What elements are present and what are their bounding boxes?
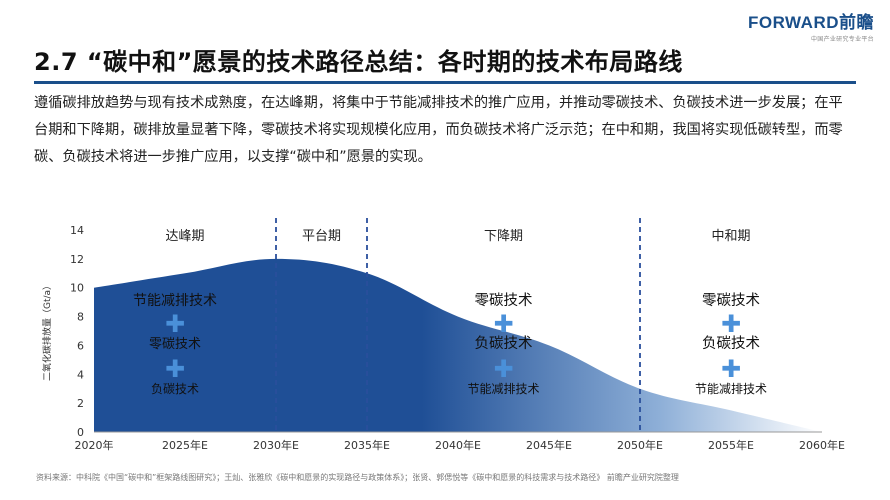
logo-subtext: 中国产业研究专业平台 bbox=[810, 36, 874, 43]
tech-label: 负碳技术 bbox=[702, 335, 760, 352]
y-tick-label: 4 bbox=[77, 368, 84, 381]
brand-logo: FORWARD前瞻 中国产业研究专业平台 bbox=[748, 8, 874, 43]
tech-label: 负碳技术 bbox=[151, 382, 199, 396]
tech-label: 零碳技术 bbox=[702, 292, 760, 309]
tech-label: 零碳技术 bbox=[149, 337, 201, 352]
plus-icon: ✚ bbox=[721, 310, 741, 338]
x-tick-label: 2045年E bbox=[526, 438, 572, 452]
plus-icon: ✚ bbox=[493, 310, 513, 338]
x-tick-label: 2035年E bbox=[344, 438, 390, 452]
title-underline bbox=[34, 81, 856, 84]
x-tick-label: 2020年 bbox=[75, 438, 114, 452]
source-note: 资料来源：中科院《中国“碳中和”框架路线图研究》；王灿、张雅欣《碳中和愿景的实现… bbox=[36, 473, 679, 482]
period-label: 平台期 bbox=[302, 229, 341, 244]
y-tick-label: 12 bbox=[70, 253, 84, 266]
y-tick-label: 8 bbox=[77, 311, 84, 324]
tech-label: 零碳技术 bbox=[475, 292, 533, 309]
x-tick-label: 2040年E bbox=[435, 438, 481, 452]
y-tick-label: 10 bbox=[70, 282, 84, 295]
plus-icon: ✚ bbox=[165, 355, 185, 383]
period-label: 达峰期 bbox=[165, 229, 204, 244]
x-tick-label: 2025年E bbox=[162, 438, 208, 452]
tech-label: 节能减排技术 bbox=[467, 382, 539, 396]
x-tick-label: 2030年E bbox=[253, 438, 299, 452]
y-tick-label: 6 bbox=[77, 339, 84, 352]
logo-text: FORWARD前瞻 bbox=[747, 13, 874, 32]
plus-icon: ✚ bbox=[721, 355, 741, 383]
plus-icon: ✚ bbox=[165, 310, 185, 338]
period-label: 下降期 bbox=[484, 229, 523, 244]
summary-paragraph: 遵循碳排放趋势与现有技术成熟度，在达峰期，将集中于节能减排技术的推广应用，并推动… bbox=[34, 95, 843, 165]
y-tick-label: 2 bbox=[77, 397, 84, 410]
tech-label: 节能减排技术 bbox=[133, 293, 217, 309]
page-title: 2.7 “碳中和”愿景的技术路径总结：各时期的技术布局路线 bbox=[34, 48, 683, 76]
x-tick-label: 2050年E bbox=[617, 438, 663, 452]
y-tick-label: 14 bbox=[70, 224, 84, 237]
y-tick-label: 0 bbox=[77, 426, 84, 439]
plus-icon: ✚ bbox=[493, 355, 513, 383]
x-tick-label: 2055年E bbox=[708, 438, 754, 452]
tech-label: 负碳技术 bbox=[475, 335, 533, 352]
x-tick-label: 2060年E bbox=[799, 438, 845, 452]
period-label: 中和期 bbox=[711, 229, 750, 244]
tech-label: 节能减排技术 bbox=[695, 382, 767, 396]
y-axis-label: 二氧化碳排放量（Gt/a） bbox=[41, 281, 53, 381]
